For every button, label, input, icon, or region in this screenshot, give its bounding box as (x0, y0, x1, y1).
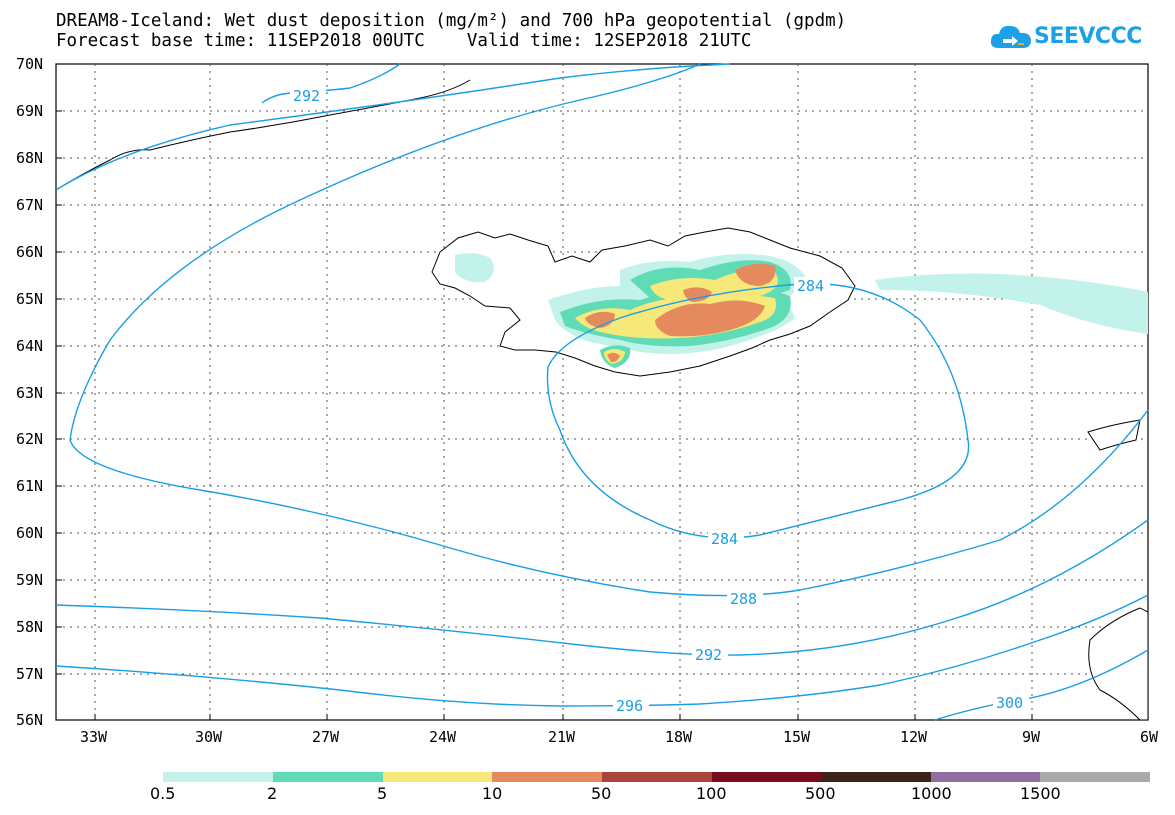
lat-label: 61N (16, 477, 43, 495)
cloud-icon (990, 25, 1031, 48)
lat-label: 64N (16, 337, 43, 355)
lon-label: 6W (1140, 728, 1159, 746)
legend-swatch (1040, 772, 1150, 782)
seevccc-logo: SEEVCCC (990, 22, 1142, 56)
lat-label: 62N (16, 430, 43, 448)
legend-label: 1500 (1020, 784, 1061, 803)
greenland-coastline (55, 79, 471, 191)
legend-swatch (492, 772, 602, 782)
contour-label: 292 (695, 646, 722, 664)
legend-label: 2 (267, 784, 278, 803)
lon-label: 12W (900, 728, 928, 746)
lat-label: 56N (16, 711, 43, 729)
lat-label: 60N (16, 524, 43, 542)
logo-text: SEEVCCC (1034, 24, 1142, 49)
lat-label: 58N (16, 618, 43, 636)
axis-ticks (56, 63, 1033, 720)
contour-label: 284 (711, 530, 738, 548)
contour-label: 288 (730, 590, 757, 608)
legend-swatch (821, 772, 931, 782)
lon-label: 30W (195, 728, 223, 746)
lat-label: 63N (16, 384, 43, 402)
geopotential-contours (55, 63, 1149, 721)
map-title: DREAM8-Iceland: Wet dust deposition (mg/… (56, 11, 847, 31)
dust-plume-east (875, 273, 1148, 334)
lon-label: 27W (312, 728, 340, 746)
scotland-coastline (1088, 607, 1149, 721)
contour-label: 296 (616, 697, 643, 715)
contour-label: 284 (797, 277, 824, 295)
lat-label: 59N (16, 571, 43, 589)
lat-label: 68N (16, 149, 43, 167)
latitude-labels: 70N 69N 68N 67N 66N 65N 64N 63N 62N 61N … (16, 55, 43, 729)
lat-label: 70N (16, 55, 43, 73)
lon-label: 9W (1022, 728, 1041, 746)
legend-swatch (163, 772, 273, 782)
lat-label: 67N (16, 196, 43, 214)
legend-swatch (383, 772, 492, 782)
legend-swatch (602, 772, 712, 782)
legend-swatch (931, 772, 1040, 782)
longitude-labels: 33W 30W 27W 24W 21W 18W 15W 12W 9W 6W (80, 728, 1159, 746)
legend-label: 0.5 (150, 784, 176, 803)
plot-frame (55, 63, 1149, 721)
contour-label: 300 (996, 694, 1023, 712)
lon-label: 15W (783, 728, 811, 746)
color-legend (163, 772, 1150, 782)
contour-label: 292 (293, 87, 320, 105)
legend-label: 1000 (911, 784, 952, 803)
lat-label: 65N (16, 290, 43, 308)
legend-label: 5 (377, 784, 388, 803)
lon-label: 21W (548, 728, 576, 746)
legend-label: 10 (482, 784, 503, 803)
contour-labels: 292 284 284 288 292 296 300 (290, 86, 1029, 715)
lat-label: 66N (16, 243, 43, 261)
iceland-landmass (431, 227, 856, 377)
map-subtitle: Forecast base time: 11SEP2018 00UTC Vali… (56, 31, 752, 51)
lat-label: 69N (16, 102, 43, 120)
legend-swatch (712, 772, 821, 782)
lon-label: 24W (429, 728, 457, 746)
lon-label: 33W (80, 728, 108, 746)
faroe-coastline (1087, 419, 1141, 451)
legend-swatch (273, 772, 383, 782)
grid-lines (56, 64, 1148, 720)
legend-label: 100 (696, 784, 727, 803)
legend-label: 50 (591, 784, 612, 803)
lat-label: 57N (16, 665, 43, 683)
legend-label: 500 (805, 784, 836, 803)
lon-label: 18W (665, 728, 693, 746)
